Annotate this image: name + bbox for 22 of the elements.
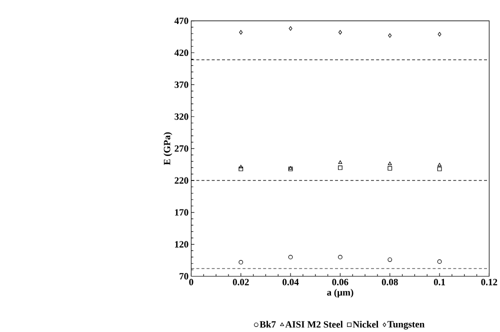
y-tick-label: 120 — [175, 241, 188, 248]
x-tick-label: 0.04 — [282, 279, 299, 286]
x-tick-label: 0.08 — [382, 279, 398, 286]
y-tick-label: 420 — [174, 50, 188, 56]
x-tick-label: 0.02 — [232, 279, 249, 286]
y-tick-label: 70 — [180, 273, 188, 280]
legend-label: Tungsten — [388, 321, 425, 330]
legend-label: Bk7 — [260, 321, 276, 328]
y-tick-label: 320 — [174, 114, 188, 120]
legend-label: AISI M2 Steel — [285, 321, 343, 328]
y-tick-label: 370 — [174, 82, 188, 88]
y-tick-label: 470 — [174, 18, 188, 24]
y-tick-label: 270 — [174, 146, 188, 152]
y-tick-label: 220 — [174, 177, 188, 184]
x-tick-label: 0.06 — [332, 279, 348, 286]
x-axis-title: a (μm) — [327, 289, 354, 298]
x-tick-label: 0.1 — [434, 279, 446, 286]
y-tick-label: 170 — [175, 209, 188, 216]
x-tick-label: 0.12 — [481, 279, 498, 286]
x-tick-label: 0 — [189, 279, 194, 286]
y-axis-title: E (GPa) — [164, 132, 172, 166]
legend-label: Nickel — [352, 321, 378, 328]
